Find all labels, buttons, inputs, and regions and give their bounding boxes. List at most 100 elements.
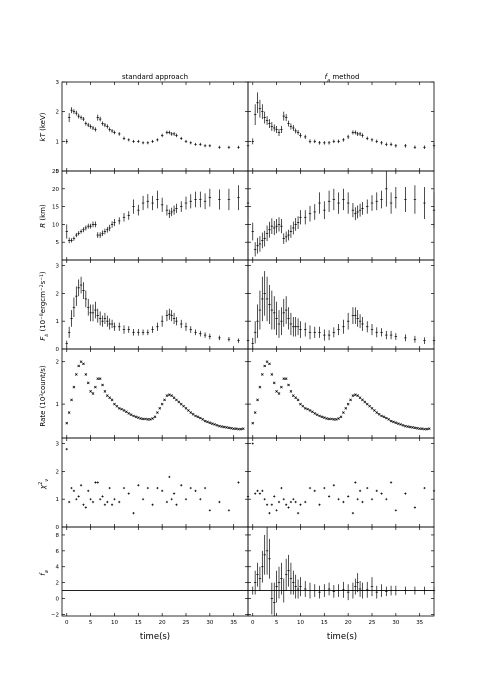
data-point: [194, 414, 197, 418]
data-point: [168, 475, 171, 479]
data-point: [285, 503, 288, 506]
data-point: [287, 383, 290, 387]
data-point: [110, 398, 114, 402]
data-point: [118, 500, 121, 504]
column-title-fa-sub: a: [327, 78, 330, 84]
data-point: [301, 404, 305, 408]
data-point: [213, 423, 216, 426]
data-point: [280, 486, 283, 490]
ytick-label: 0: [56, 347, 60, 353]
data-point: [273, 495, 276, 498]
xtick-label: 25: [183, 620, 190, 626]
data-point: [237, 427, 240, 431]
data-point: [96, 481, 99, 484]
ylabel-R-unit: (km): [39, 204, 47, 223]
ytick-label: 2: [56, 469, 60, 475]
data-point: [117, 406, 121, 410]
ylabel-R-sym: R: [39, 223, 47, 228]
data-point: [275, 509, 278, 512]
data-point: [315, 413, 319, 417]
data-point: [72, 385, 76, 389]
data-point: [170, 498, 173, 501]
ytick-label: 1: [56, 319, 60, 325]
data-point: [408, 425, 412, 429]
data-point: [139, 417, 143, 420]
data-point: [105, 394, 109, 397]
data-point: [146, 486, 149, 490]
data-point: [375, 411, 379, 414]
data-point: [318, 414, 321, 418]
panel-kT-col1: [247, 81, 436, 172]
data-point: [361, 500, 364, 504]
ytick-label: 25: [52, 169, 59, 175]
data-point: [327, 495, 331, 498]
data-point: [113, 402, 116, 406]
ylabel-kT: kT (keV): [39, 112, 47, 141]
ytick-label: 2: [56, 110, 60, 116]
data-point: [251, 442, 254, 445]
xtick-label: 10: [111, 620, 118, 626]
data-point: [389, 419, 393, 423]
data-point: [227, 426, 231, 430]
data-point: [356, 394, 360, 397]
data-point: [156, 486, 159, 490]
data-point: [241, 427, 245, 431]
data-point: [98, 377, 102, 381]
xtick-label: 0: [65, 620, 69, 626]
data-point: [91, 392, 95, 395]
ylabel-R: R (km): [39, 204, 47, 228]
ylabel-kT-unit: (keV): [39, 112, 47, 133]
data-point: [323, 486, 326, 490]
data-point: [347, 495, 350, 498]
ytick-label: 4: [56, 565, 60, 571]
data-point: [132, 511, 135, 515]
ylabel-Fb-unit: (10: [39, 320, 47, 334]
data-point: [270, 503, 273, 506]
data-point: [332, 484, 335, 487]
data-point: [198, 416, 202, 420]
data-point: [396, 422, 400, 425]
ylabel-Fb-exp2: −2: [39, 284, 45, 291]
data-point: [366, 486, 369, 490]
ytick-label: 1: [56, 402, 60, 408]
data-point: [282, 498, 285, 501]
data-point: [196, 415, 200, 419]
data-point: [96, 377, 100, 381]
data-point: [392, 420, 395, 424]
data-point: [363, 400, 367, 404]
panel-fa-col1: 0 5 10 15 20 25 30 35: [247, 526, 436, 626]
data-point: [141, 498, 145, 501]
data-point: [239, 427, 243, 431]
data-point: [418, 427, 422, 431]
data-point: [179, 402, 183, 406]
data-point: [322, 416, 326, 420]
data-point: [289, 390, 293, 393]
data-point: [294, 396, 298, 400]
data-point: [303, 406, 307, 410]
ytick-label: 5: [56, 240, 60, 246]
data-point: [182, 404, 185, 408]
data-point: [268, 511, 271, 515]
data-point: [277, 392, 281, 395]
data-point: [272, 381, 276, 385]
data-point: [199, 498, 202, 501]
data-point: [332, 418, 336, 421]
data-point: [218, 424, 221, 428]
data-point: [160, 402, 164, 406]
data-point: [180, 484, 183, 487]
data-point: [175, 503, 178, 506]
data-point: [101, 495, 104, 498]
data-point: [132, 414, 135, 418]
ytick-label: 2: [56, 581, 60, 587]
panel-R-col1: [247, 170, 436, 261]
data-point: [394, 509, 397, 512]
data-point: [277, 500, 281, 504]
data-point: [311, 410, 314, 414]
data-point: [313, 489, 316, 492]
data-point: [163, 398, 166, 402]
data-point: [337, 498, 340, 501]
ytick-label: 15: [52, 205, 59, 211]
data-point: [299, 503, 302, 506]
